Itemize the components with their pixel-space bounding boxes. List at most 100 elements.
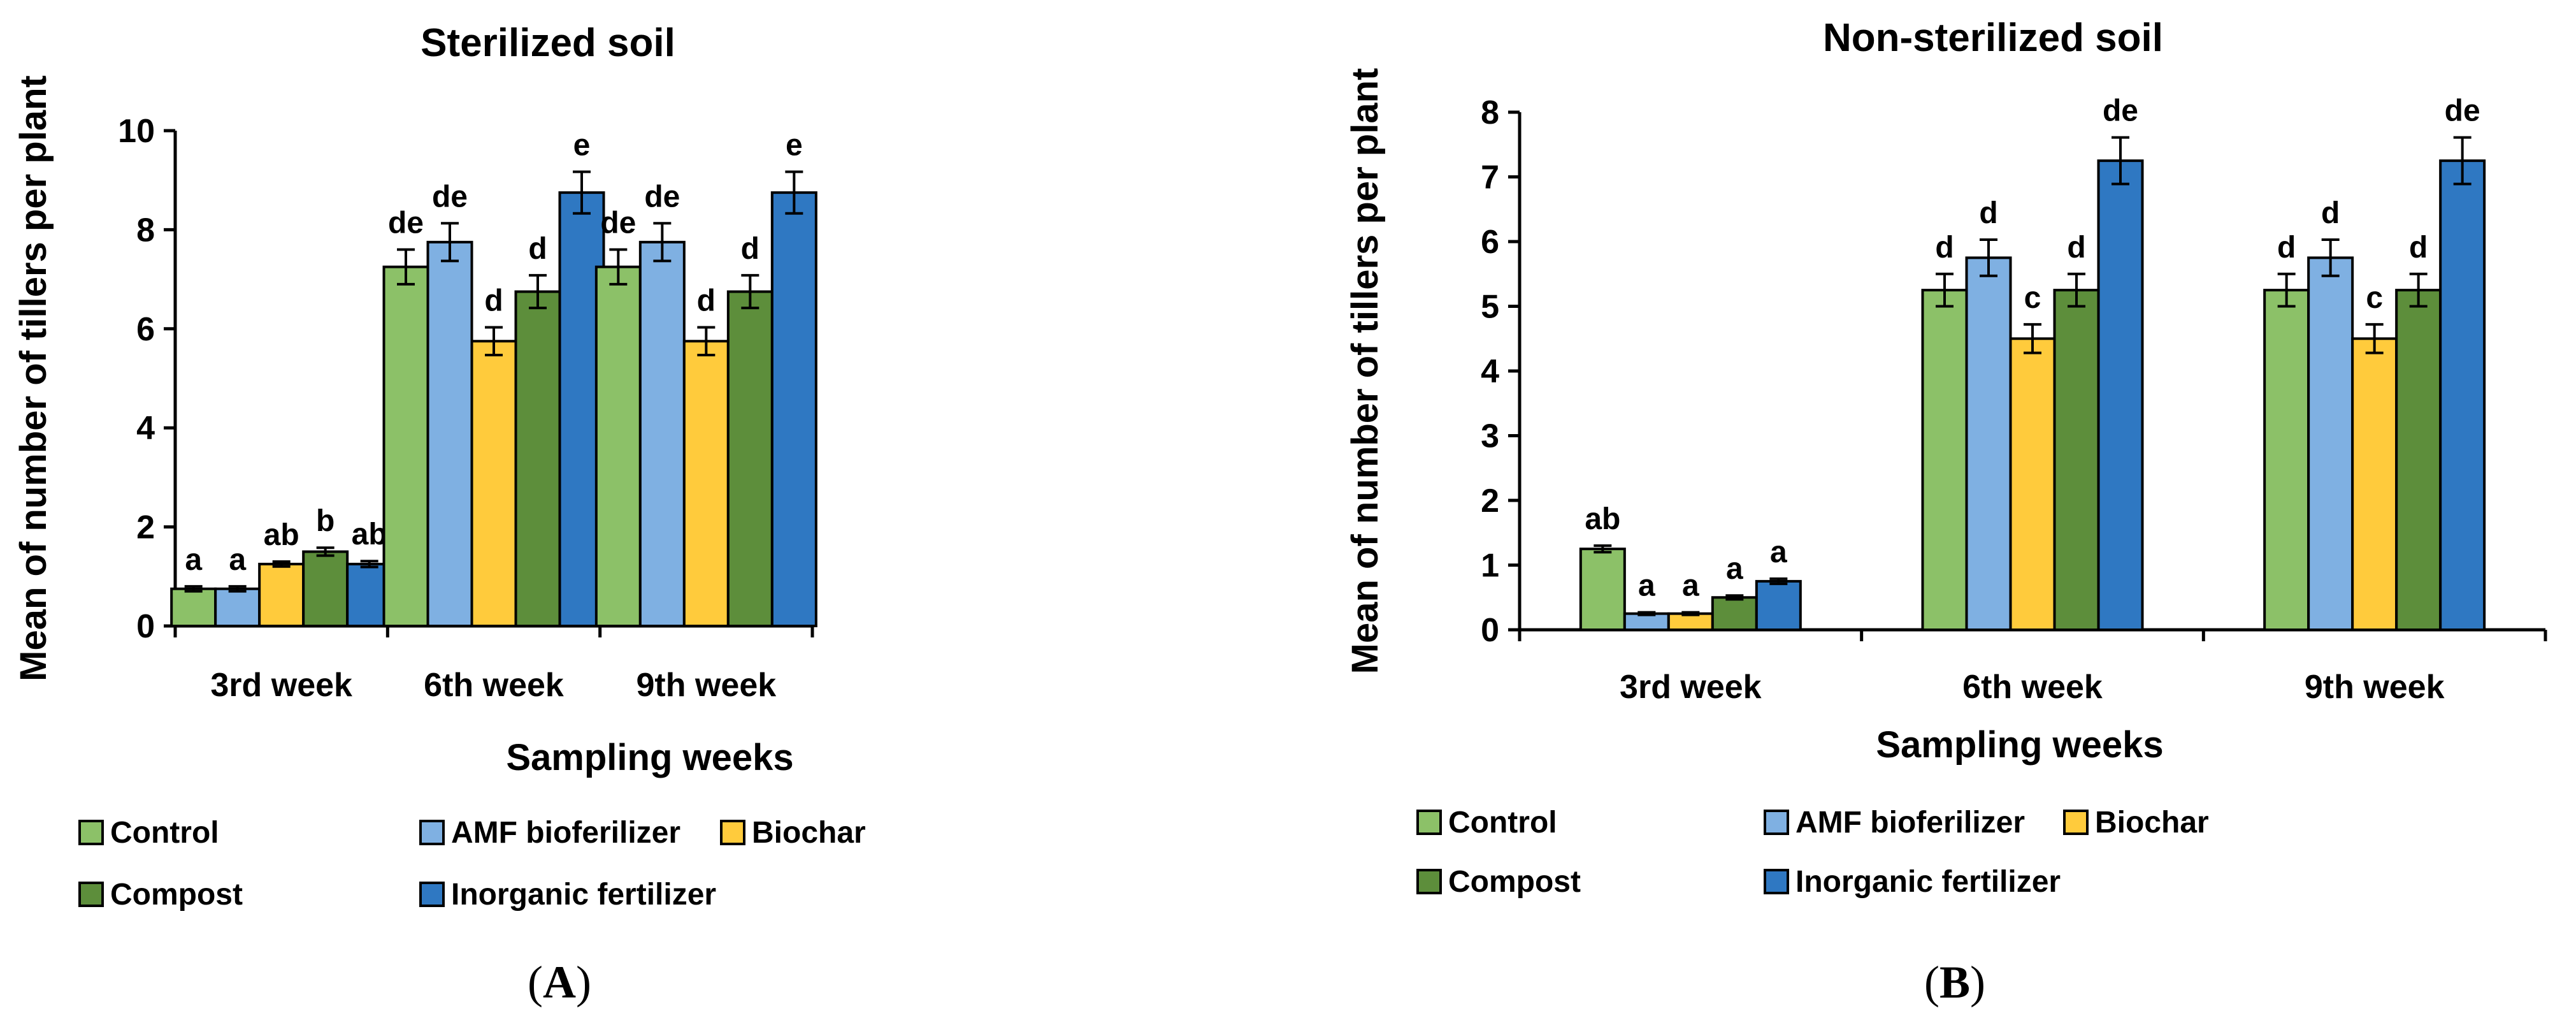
bar-inorganic-fertilizer-3rd-week xyxy=(1755,579,1802,631)
bar-control-3rd-week xyxy=(1579,548,1626,631)
x-category-label: 9th week xyxy=(637,667,777,704)
chart-title: Non-sterilized soil xyxy=(1823,16,2163,60)
significance-label: de xyxy=(2103,94,2138,128)
significance-label: d xyxy=(1935,231,1954,265)
panel-tag-open: ( xyxy=(528,957,543,1008)
bar-control-9th-week xyxy=(594,265,642,627)
significance-label: ab xyxy=(352,518,387,551)
bar-compost-3rd-week xyxy=(1711,596,1758,631)
bar-control-9th-week xyxy=(2263,289,2310,631)
bar-amf-bioferilizer-6th-week xyxy=(1965,256,2012,631)
legend-swatch-amf-bioferilizer xyxy=(1764,810,1789,835)
y-tick-label: 8 xyxy=(136,212,155,249)
legend-swatch-compost xyxy=(1416,869,1442,894)
y-tick-label: 10 xyxy=(118,113,155,150)
y-axis-label: Mean of number of tillers per plant xyxy=(13,75,54,681)
legend-swatch-biochar xyxy=(2063,810,2089,835)
y-tick-label: 0 xyxy=(136,608,155,645)
bar-biochar-9th-week xyxy=(2351,337,2398,631)
y-tick-label: 2 xyxy=(136,509,155,546)
panel-tag-open: ( xyxy=(1924,957,1939,1008)
bar-compost-6th-week xyxy=(2053,289,2100,631)
bar-amf-bioferilizer-9th-week xyxy=(2307,256,2354,631)
significance-label: d xyxy=(741,232,759,266)
significance-label: ab xyxy=(264,518,299,552)
significance-label: e xyxy=(786,128,803,162)
y-tick-label: 6 xyxy=(1481,224,1499,261)
x-axis-label: Sampling weeks xyxy=(506,737,793,778)
legend-swatch-biochar xyxy=(720,820,745,845)
significance-label: d xyxy=(2409,231,2428,265)
significance-label: de xyxy=(388,206,424,240)
significance-label: d xyxy=(528,232,547,266)
significance-label: e xyxy=(573,128,591,162)
panel-tag-close: ) xyxy=(1970,957,1985,1008)
significance-label: a xyxy=(1770,535,1787,569)
y-tick-label: 4 xyxy=(1481,353,1499,390)
legend-swatch-inorganic-fertilizer xyxy=(419,882,445,907)
x-category-label: 6th week xyxy=(424,667,564,704)
panel-tag: (A) xyxy=(528,957,591,1008)
legend-label-compost: Compost xyxy=(110,878,243,912)
y-tick-label: 6 xyxy=(136,311,155,348)
panel-a-sterilized-soil: Sterilized soil Mean of number of tillers… xyxy=(13,21,866,1008)
legend-swatch-amf-bioferilizer xyxy=(419,820,445,845)
significance-label: de xyxy=(2445,94,2480,128)
y-tick-label: 8 xyxy=(1481,94,1499,131)
x-category-label: 3rd week xyxy=(210,667,352,704)
significance-label: ab xyxy=(1585,502,1620,536)
bar-biochar-6th-week xyxy=(470,340,517,627)
panel-tag: (B) xyxy=(1924,957,1985,1008)
bar-amf-bioferilizer-9th-week xyxy=(638,240,686,627)
legend-label-biochar: Biochar xyxy=(752,816,866,850)
bar-biochar-6th-week xyxy=(2009,337,2056,631)
panel-b-non-sterilized-soil: Non-sterilized soil Mean of number of til… xyxy=(1344,16,2547,1008)
bar-compost-9th-week xyxy=(2395,289,2442,631)
significance-label: a xyxy=(1638,569,1655,603)
significance-label: c xyxy=(2366,281,2383,315)
legend-label-inorganic-fertilizer: Inorganic fertilizer xyxy=(451,878,716,912)
panel-tag-close: ) xyxy=(576,957,591,1008)
y-axis-label: Mean of number of tillers per plant xyxy=(1344,68,1386,674)
significance-label: c xyxy=(2024,281,2041,315)
panel-tag-letter: A xyxy=(543,957,576,1008)
significance-label: a xyxy=(1726,552,1743,586)
significance-label: d xyxy=(2067,231,2085,265)
bar-amf-bioferilizer-6th-week xyxy=(426,240,473,627)
x-category-label: 3rd week xyxy=(1620,669,1762,706)
significance-label: d xyxy=(2321,196,2340,230)
bar-amf-bioferilizer-3rd-week xyxy=(214,587,261,627)
significance-label: d xyxy=(697,284,716,317)
significance-label: de xyxy=(432,180,468,214)
bar-control-3rd-week xyxy=(170,587,217,627)
legend-swatch-compost xyxy=(78,882,104,907)
bar-biochar-9th-week xyxy=(682,340,730,627)
legend: Control AMF bioferilizer Biochar Compost Ino… xyxy=(1416,806,2209,899)
bar-control-6th-week xyxy=(1921,289,1968,631)
y-tick-label: 0 xyxy=(1481,612,1499,649)
significance-label: b xyxy=(316,504,335,538)
bar-compost-6th-week xyxy=(514,290,561,627)
legend-swatch-control xyxy=(1416,810,1442,835)
y-tick-label: 7 xyxy=(1481,159,1499,196)
x-category-label: 9th week xyxy=(2305,669,2445,706)
legend-label-control: Control xyxy=(1448,806,1557,840)
significance-label: d xyxy=(2277,231,2296,265)
bar-inorganic-fertilizer-6th-week xyxy=(2097,159,2144,631)
legend-label-biochar: Biochar xyxy=(2095,806,2209,840)
bar-compost-9th-week xyxy=(726,290,774,627)
legend-label-amf-bioferilizer: AMF bioferilizer xyxy=(1795,806,2025,840)
x-axis-label: Sampling weeks xyxy=(1876,724,2163,766)
y-tick-label: 4 xyxy=(136,410,155,447)
bar-inorganic-fertilizer-9th-week xyxy=(770,191,817,627)
bar-compost-3rd-week xyxy=(302,550,349,628)
legend-swatch-inorganic-fertilizer xyxy=(1764,869,1789,894)
legend: Control AMF bioferilizer Biochar Compost Ino… xyxy=(78,816,866,912)
bar-biochar-3rd-week xyxy=(258,562,305,627)
legend-label-compost: Compost xyxy=(1448,865,1581,899)
significance-label: de xyxy=(644,180,680,214)
legend-swatch-control xyxy=(78,820,104,845)
bar-inorganic-fertilizer-9th-week xyxy=(2439,159,2486,631)
significance-label: d xyxy=(484,284,503,317)
